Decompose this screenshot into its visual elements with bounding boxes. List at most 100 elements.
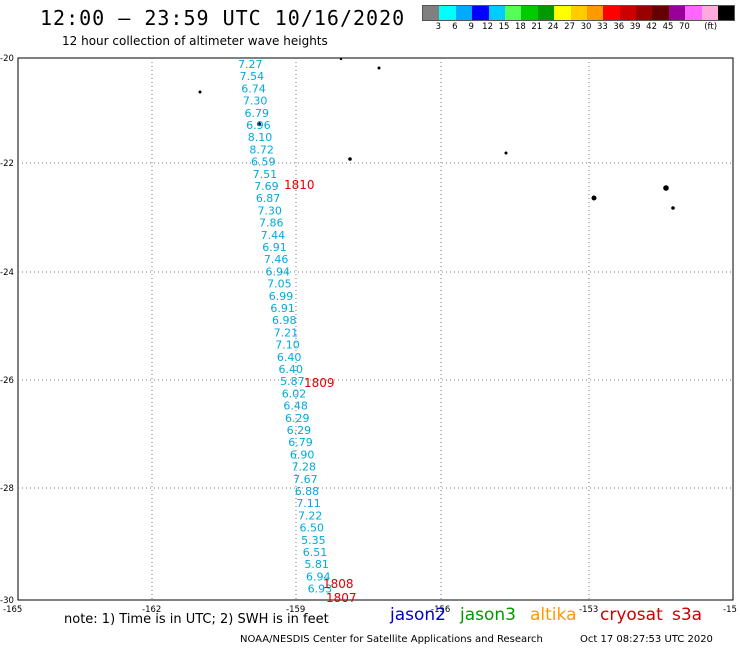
swh-value: 5.81 [304,558,329,571]
legend-swatch [554,6,571,20]
legend-label: 12 [482,22,494,32]
legend-label: 6 [452,22,458,32]
swh-value: 7.51 [253,168,278,181]
legend-swatch [439,6,456,20]
island-mark [671,206,675,210]
legend-swatch [455,6,473,20]
legend-swatch [701,6,719,20]
legend-label: 18 [514,22,526,32]
footer-date: Oct 17 08:27:53 UTC 2020 [580,634,713,645]
swh-value: 6.94 [266,265,291,278]
page-title: 12:00 — 23:59 UTC 10/16/2020 [40,6,406,30]
swh-value: 6.99 [269,290,294,303]
time-label: 1810 [284,178,315,192]
lon-tick-label: -162 [142,605,161,615]
footer-credit: NOAA/NESDIS Center for Satellite Applica… [240,634,543,645]
swh-value: 6.87 [256,192,281,205]
legend-label: 21 [531,22,543,32]
legend-swatch [488,6,505,20]
map-frame [17,57,734,601]
legend-label: 30 [580,22,592,32]
island-mark [198,90,202,94]
swh-value: 6.98 [272,314,297,327]
swh-value: 7.27 [238,58,263,71]
legend-swatch [619,6,637,20]
legend-swatch [537,6,555,20]
swh-value: 7.10 [275,339,300,352]
lat-tick-label: -22 [0,159,14,169]
lon-tick-label: -15 [723,605,737,615]
sat-jason3: jason3 [460,605,516,625]
legend-label: 36 [613,22,625,32]
legend-swatch [685,6,702,20]
swh-value: 6.93 [308,583,333,596]
island-mark [348,157,352,161]
swh-value: 6.48 [283,400,308,413]
swh-value: 6.91 [262,241,287,254]
legend-label: 24 [547,22,559,32]
swh-value: 6.94 [306,570,331,583]
swh-value: 7.54 [240,70,265,83]
swh-value: 7.46 [264,253,289,266]
swh-value: 7.30 [243,95,267,108]
legend-swatches [422,5,736,21]
islands [198,57,675,210]
swh-value: 7.11 [296,497,321,510]
swh-value: 7.44 [261,229,286,242]
legend-label: 42 [646,22,658,32]
swh-value: 6.02 [282,387,307,400]
lon-tick-label: -165 [3,605,22,615]
swh-value: 6.96 [246,119,271,132]
island-mark [663,185,669,191]
swh-value: 7.69 [254,180,279,193]
legend-swatch [652,6,669,20]
swh-value: 6.40 [277,351,302,364]
swh-value: 6.50 [300,522,325,535]
note-text: note: 1) Time is in UTC; 2) SWH is in fe… [64,612,329,627]
time-label: 1809 [304,376,335,390]
legend-labels: 3 6 9 12 15 18 21 24 27 30 33 36 39 42 45 70 (ft) [422,21,735,35]
legend-label: 15 [498,22,510,32]
axis-ticks: -165 -162 -159 -156 -153 -15 -20 -22 -24 -26 -28 -3… [0,54,737,615]
legend-swatch [668,6,686,20]
swh-value: 5.87 [280,375,305,388]
swh-value: 6.79 [288,436,313,449]
swh-value: 7.22 [298,509,323,522]
swh-value: 5.35 [301,534,326,547]
sat-cryosat: cryosat [600,605,663,625]
legend-swatch [718,6,735,20]
legend-swatch [521,6,538,20]
swh-value: 7.86 [259,217,284,230]
legend-label: 70 [678,22,690,32]
time-label: 1808 [323,577,354,591]
lat-tick-label: -26 [0,376,14,386]
lon-tick-label: -153 [579,605,598,615]
color-legend: 3 6 9 12 15 18 21 24 27 30 33 36 39 42 45 70 (ft) [422,5,736,35]
legend-label: 45 [662,22,674,32]
sat-altika: altika [530,605,577,625]
page-subtitle: 12 hour collection of altimeter wave hei… [62,34,328,48]
sat-jason2: jason2 [390,605,446,625]
legend-label: (ft) [704,22,718,32]
legend-swatch [504,6,522,20]
grid-lines [18,58,733,600]
swh-value: 6.88 [295,485,320,498]
legend-swatch [636,6,653,20]
swh-value: 6.29 [285,412,310,425]
legend-label: 9 [468,22,474,32]
swh-value: 6.40 [279,363,304,376]
legend-label: 33 [596,22,608,32]
legend-label: 3 [435,22,442,32]
lat-tick-label: -28 [0,484,14,494]
swh-value: 7.28 [291,461,316,474]
legend-swatch [472,6,489,20]
swh-value: 6.59 [251,156,276,169]
swh-value: 6.90 [290,448,315,461]
lat-tick-label: -30 [0,596,14,606]
lat-tick-label: -20 [0,54,14,64]
swh-value: 7.67 [293,473,318,486]
lon-tick-label: -159 [286,605,305,615]
swh-value: 8.10 [248,131,273,144]
island-mark [377,66,381,70]
legend-label: 27 [564,22,576,32]
